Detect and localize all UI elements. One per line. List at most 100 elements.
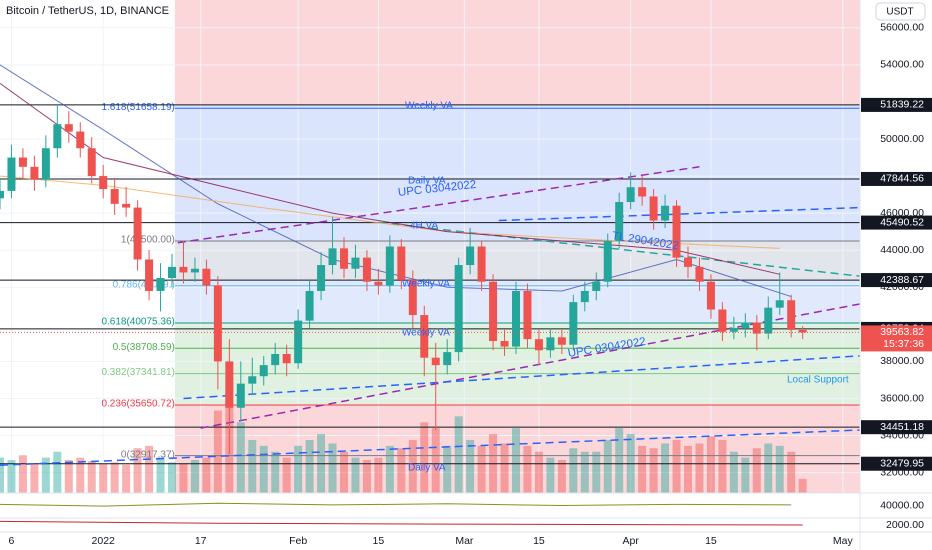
volume-bar: [110, 462, 119, 493]
volume-bar: [190, 459, 199, 493]
candle-body: [248, 376, 257, 384]
volume-bar: [500, 443, 509, 493]
candle-body: [7, 157, 16, 191]
chart-title: Bitcoin / TetherUS, 1D, BINANCE: [6, 5, 169, 17]
volume-bar: [99, 463, 108, 493]
countdown: 15:37:36: [883, 338, 924, 350]
volume-bar: [305, 439, 314, 493]
candle-body: [30, 166, 39, 180]
volume-bar: [64, 459, 73, 493]
zone: [174, 0, 860, 105]
y-tick-label: 44000.00: [880, 244, 924, 256]
x-tick-label: 6: [9, 535, 15, 547]
indicator-line: [0, 520, 803, 526]
volume-bar: [649, 448, 658, 493]
candle-body: [76, 131, 85, 149]
candle-body: [546, 337, 555, 351]
volume-bar: [787, 451, 796, 493]
volume-bar: [41, 457, 50, 493]
candle-body: [580, 290, 589, 303]
currency-button[interactable]: [875, 2, 926, 21]
volume-bar: [53, 451, 62, 493]
candle-body: [271, 353, 280, 366]
candle-body: [649, 196, 658, 221]
trendline: [183, 355, 860, 400]
candle-body: [661, 205, 670, 221]
volume-bar: [294, 445, 303, 493]
volume-bar: [615, 428, 624, 493]
annotation: Weekly VA: [402, 328, 450, 339]
fib-label: 0.786(42079.): [113, 279, 175, 290]
level-tag: [861, 97, 932, 112]
volume-bar: [695, 443, 704, 493]
candle-body: [374, 281, 383, 286]
candle-body: [638, 187, 647, 197]
volume-bar: [661, 443, 670, 493]
volume-bar: [7, 459, 16, 493]
candle-body: [294, 320, 303, 364]
fib-label: 1(44500.00): [121, 235, 175, 246]
x-tick-label: 15: [705, 535, 717, 547]
volume-bar: [798, 478, 807, 493]
candle-body: [53, 124, 62, 149]
volume-bar: [340, 451, 348, 493]
candle-body: [787, 300, 796, 330]
price-label: 39563.82: [880, 326, 924, 338]
candle-body: [500, 341, 509, 347]
candle-body: [741, 322, 750, 329]
candle-body: [0, 190, 4, 199]
candle-body: [225, 361, 234, 408]
candle-body: [87, 148, 96, 177]
zone: [174, 240, 860, 281]
indicator-tick-label: 2000.00: [886, 519, 924, 531]
volume-bar: [775, 445, 784, 493]
candle-body: [340, 248, 348, 269]
volume-bar: [271, 451, 280, 493]
fib-label: 0.5(38708.59): [113, 342, 175, 353]
level-label: 32479.95: [880, 457, 924, 469]
volume-bar: [752, 448, 761, 493]
zone: [174, 104, 860, 241]
level-label: 45490.52: [880, 216, 924, 228]
volume-bar: [592, 451, 601, 493]
volume-bar: [741, 457, 750, 493]
volume-bar: [328, 443, 337, 493]
candle-body: [775, 300, 784, 308]
currency-label[interactable]: USDT: [886, 7, 913, 18]
volume-bar: [534, 451, 543, 493]
moving-average: [0, 82, 780, 275]
volume-bar: [236, 422, 245, 493]
fib-label: 1.618(51658.19): [101, 102, 174, 113]
volume-bar: [397, 448, 406, 493]
volume-bar: [477, 445, 486, 493]
candle-body: [431, 357, 440, 366]
indicator-line: [0, 502, 792, 507]
volume-bar: [672, 439, 681, 493]
candle-body: [351, 257, 360, 269]
candle-body: [99, 176, 108, 190]
fib-label: 0.236(35650.72): [101, 399, 174, 410]
candle-body: [512, 290, 520, 347]
candle-body: [41, 148, 50, 180]
volume-bar: [729, 451, 738, 493]
volume-bar: [385, 445, 394, 493]
candle-body: [145, 259, 154, 291]
moving-average: [0, 175, 780, 249]
fib-label: 0.618(40075.36): [101, 317, 174, 328]
fib-label: 0(32917.37): [121, 449, 175, 460]
candle-body: [477, 246, 486, 282]
volume-bar: [546, 457, 555, 493]
candle-body: [133, 207, 142, 260]
candle-body: [122, 203, 131, 208]
candle-body: [110, 189, 119, 204]
volume-bar: [603, 439, 612, 493]
volume-bar: [282, 457, 291, 493]
trendline: [200, 303, 860, 429]
trendline: [378, 221, 860, 277]
candle-body: [190, 268, 199, 273]
volume-bar: [764, 443, 773, 493]
volume-bar: [684, 445, 692, 493]
volume-bar: [408, 439, 417, 493]
level-label: 34451.18: [880, 421, 924, 433]
indicator-tick-label: 40000.00: [880, 499, 924, 511]
